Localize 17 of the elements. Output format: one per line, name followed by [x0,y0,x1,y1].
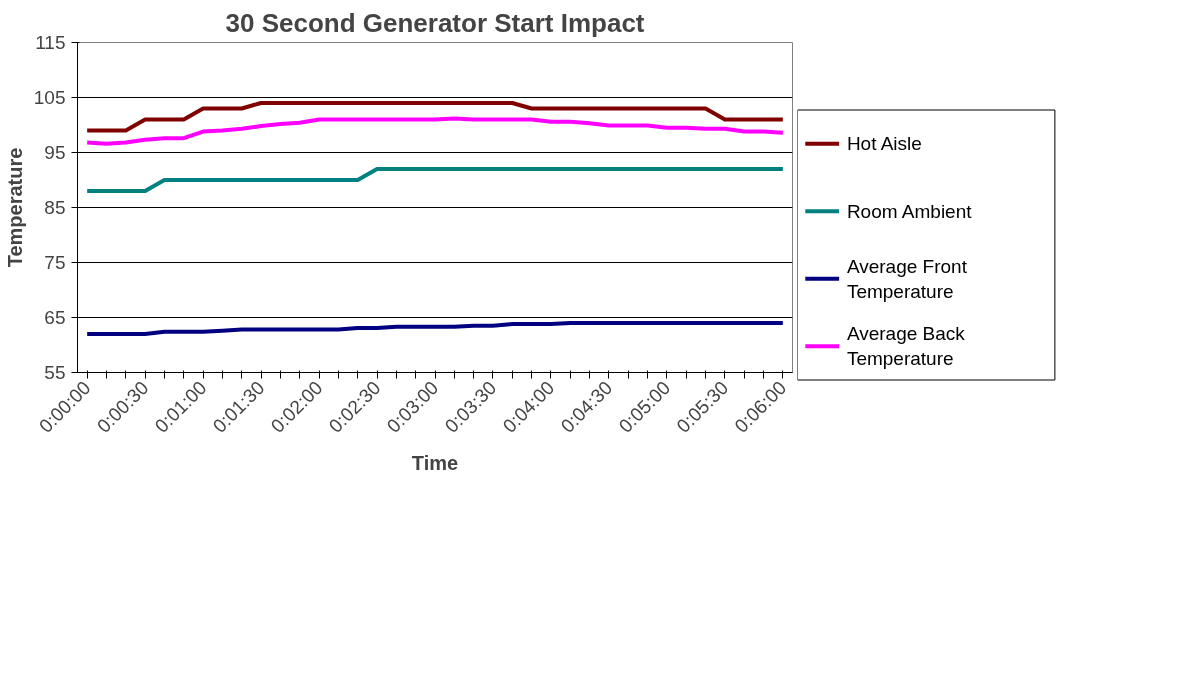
y-tick-label: 115 [35,32,66,53]
x-axis-title: Time [411,452,459,475]
y-tick-label: 95 [44,142,66,163]
y-tick-label: 105 [33,87,66,108]
legend-label: Average Front Temperature [846,255,968,302]
y-axis-title: Temperature [3,147,26,268]
y-tick-label: 55 [44,362,66,383]
line-series [85,101,785,133]
legend-label: Average Back Temperature [846,323,966,370]
y-tick-label: 75 [44,252,66,273]
y-tick-label: 85 [44,197,66,218]
line-series [85,116,785,146]
line-series [85,321,785,336]
legend-label: Hot Aisle [846,133,922,155]
chart-title: 30 Second Generator Start Impact [225,7,645,38]
y-tick-label: 65 [44,307,66,328]
legend-label: Room Ambient [846,200,973,222]
